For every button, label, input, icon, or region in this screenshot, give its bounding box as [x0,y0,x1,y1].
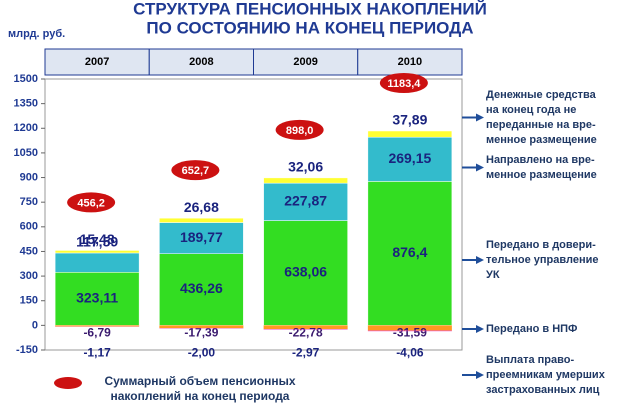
total-marker [379,72,428,93]
legend-label: менное размещение [486,134,597,146]
value-label: 189,77 [180,229,223,245]
value-label: -6,79 [83,326,111,340]
plot-area [44,78,463,351]
value-label: 323,11 [76,290,118,306]
total-label: 898,0 [286,125,314,137]
y-tick-label: 600 [20,221,38,233]
legend-label: тельное управление [486,254,599,266]
y-tick-label: 1050 [14,147,38,159]
header-cell [44,48,150,76]
legend-swatch [54,377,82,389]
total-marker [67,192,116,213]
y-tick-label: 750 [20,196,38,208]
legend-label: застрахованных лиц [486,384,600,396]
legend-label: переданные на вре- [486,119,596,131]
value-label: -31,59 [393,326,427,340]
legend-arrow-head [476,371,484,379]
bar-segment [159,325,244,329]
legend-label: накоплений на конец периода [111,389,290,403]
y-tick-label: 450 [20,245,38,257]
y-tick-label: 150 [20,295,38,307]
legend-label: УК [486,269,500,281]
legend-arrow-head [476,163,484,172]
bar-segment [263,220,348,326]
legend-arrow-head [476,325,484,333]
legend-label: Передано в довери- [486,239,596,251]
y-tick-label: 900 [20,171,38,183]
value-label: 436,26 [180,280,223,296]
bar-segment [54,272,140,326]
x-tick-label: 2007 [85,56,109,68]
value-label: -22,78 [289,326,323,340]
legend-label: Направлено на вре- [486,154,595,166]
y-tick-label: 0 [32,319,38,331]
bar-segment [159,253,244,326]
y-unit: млрд. руб. [8,28,65,40]
bar-segment [367,325,452,331]
x-tick-label: 2009 [293,56,317,68]
bar-segment [367,181,453,326]
value-label: -2,00 [188,346,216,360]
value-label: 638,06 [284,264,327,280]
value-label: -1,17 [83,346,111,360]
x-tick-label: 2008 [189,56,213,68]
bar-segment [263,182,348,221]
bar-segment [159,217,244,223]
total-marker [275,119,324,140]
y-tick-label: -150 [16,344,38,356]
value-label: 37,89 [392,112,427,128]
legend-label: Передано в НПФ [486,323,577,335]
bar-segment [55,325,140,327]
legend-label: Денежные средства [486,89,597,101]
legend-arrow-head [476,256,484,264]
bar-segment [367,330,452,332]
value-label: 15,48 [80,231,115,247]
chart-title: ПО СОСТОЯНИЮ НА КОНЕЦ ПЕРИОДА [146,18,473,37]
total-label: 456,2 [77,197,105,209]
bar-segment [263,177,348,184]
bar-segment [54,250,140,254]
value-label: 876,4 [392,244,427,260]
value-label: 26,68 [184,199,219,215]
header-cell [357,48,463,76]
x-tick-label: 2010 [398,56,422,68]
total-marker [171,160,220,181]
legend-label: менное размещение [486,169,597,181]
y-tick-label: 1350 [14,98,38,110]
legend-arrow-head [476,113,484,122]
legend-label: Выплата право- [486,354,574,366]
y-tick-label: 1500 [14,73,38,85]
bar-segment [263,325,348,330]
value-label: 269,15 [388,150,431,166]
legend-label: Суммарный объем пенсионных [104,374,295,388]
chart-title: СТРУКТУРА ПЕНСИОННЫХ НАКОПЛЕНИЙ [133,0,487,18]
value-label: -4,06 [396,346,424,360]
bar-segment [367,130,453,138]
total-label: 1183,4 [387,78,421,90]
value-label: 117,59 [76,234,118,250]
value-label: -17,39 [184,326,218,340]
header-cell [148,48,254,76]
y-tick-label: 1200 [14,122,38,134]
bar-segment [54,252,140,273]
value-label: -2,97 [292,346,320,360]
total-label: 652,7 [182,165,210,177]
y-tick-label: 300 [20,270,38,282]
legend-label: на конец года не [486,104,576,116]
value-label: 32,06 [288,159,323,175]
legend-label: преемникам умерших [486,369,606,381]
value-label: 227,87 [284,193,327,209]
